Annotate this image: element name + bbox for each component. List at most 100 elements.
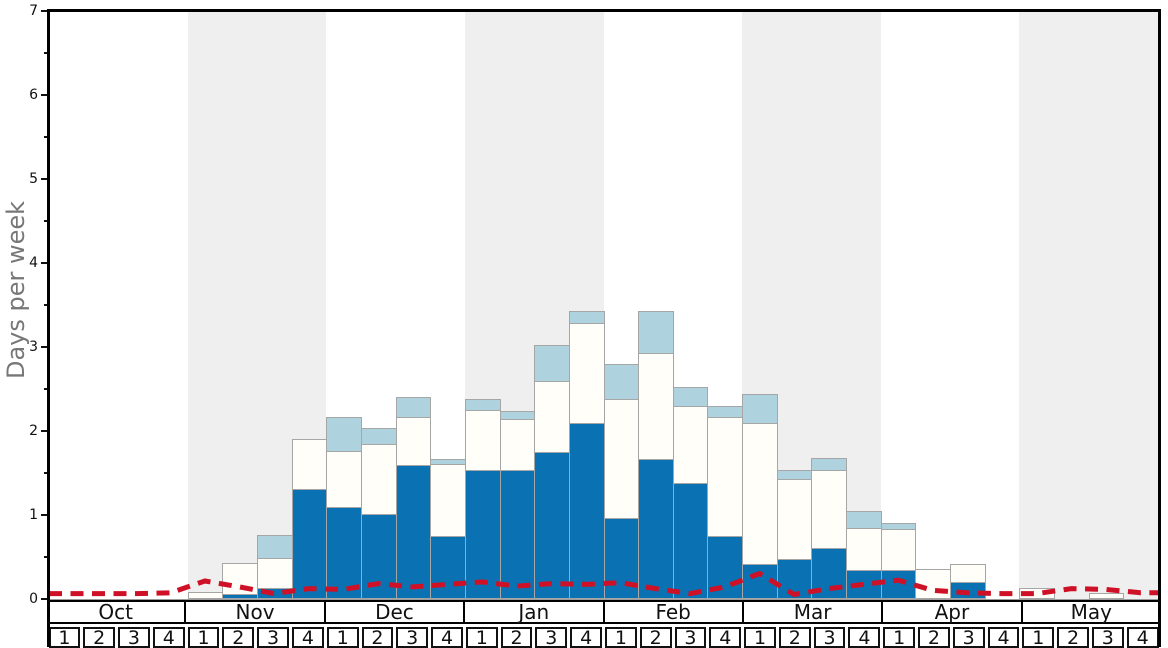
week-label-may-1: 1 — [1022, 627, 1055, 648]
week-slot: 2 — [82, 627, 117, 648]
week-slot: 4 — [569, 627, 604, 648]
week-slot: 4 — [847, 627, 882, 648]
week-slot: 4 — [151, 627, 186, 648]
week-label-may-4: 4 — [1126, 627, 1159, 648]
bar-segment-dark-blue — [395, 465, 432, 599]
week-slot: 3 — [395, 627, 430, 648]
week-slot: 1 — [47, 627, 82, 648]
month-axis-row: Oct Nov Dec Jan Feb Mar Apr May — [47, 600, 1160, 624]
week-label-apr-2: 2 — [918, 627, 950, 648]
bar-segment-dark-blue — [326, 507, 362, 599]
bar-segment-dark-blue — [672, 483, 709, 599]
y-major-tick — [41, 178, 49, 180]
month-label-dec: Dec — [323, 600, 463, 624]
week-label-dec-1: 1 — [326, 627, 359, 648]
week-slot: 3 — [812, 627, 847, 648]
week-slot: 3 — [951, 627, 986, 648]
y-minor-tick — [44, 220, 49, 222]
week-label-dec-4: 4 — [431, 627, 463, 648]
week-label-nov-3: 3 — [257, 627, 289, 648]
y-tick-label: 5 — [29, 171, 38, 187]
week-slot: 3 — [117, 627, 152, 648]
week-slot: 1 — [325, 627, 360, 648]
week-label-mar-2: 2 — [778, 627, 811, 648]
week-label-jan-4: 4 — [570, 627, 602, 648]
plot-frame-left — [47, 9, 50, 647]
y-major-tick — [41, 10, 49, 12]
week-slot: 4 — [986, 627, 1021, 648]
week-label-oct-1: 1 — [48, 627, 81, 648]
week-slot: 3 — [534, 627, 569, 648]
week-slot: 4 — [708, 627, 743, 648]
y-major-tick — [41, 94, 49, 96]
bar-segment-dark-blue — [534, 452, 570, 599]
week-label-oct-3: 3 — [118, 627, 150, 648]
plot-frame-right — [1158, 9, 1161, 647]
y-axis-title: Days per week — [2, 200, 30, 380]
week-label-jan-3: 3 — [535, 627, 568, 648]
month-label-may: May — [1020, 600, 1160, 624]
bar-segment-dark-blue — [430, 536, 466, 599]
week-label-apr-4: 4 — [987, 627, 1020, 648]
month-label-nov: Nov — [184, 600, 323, 624]
week-slot: 1 — [464, 627, 499, 648]
y-tick-label: 3 — [29, 339, 38, 355]
month-band-may — [1019, 11, 1158, 599]
y-minor-tick — [44, 52, 49, 54]
plot-area — [49, 11, 1158, 600]
week-label-mar-3: 3 — [813, 627, 846, 648]
y-tick-label: 4 — [29, 255, 38, 271]
week-slot: 2 — [638, 627, 673, 648]
y-minor-tick — [44, 388, 49, 390]
y-tick-label: 1 — [29, 507, 38, 523]
week-label-feb-4: 4 — [709, 627, 742, 648]
month-label-oct: Oct — [98, 600, 133, 624]
week-label-jan-2: 2 — [500, 627, 533, 648]
week-slot: 4 — [290, 627, 325, 648]
week-slot: 3 — [256, 627, 291, 648]
month-label-apr: Apr — [881, 600, 1020, 624]
y-major-tick — [41, 346, 49, 348]
plot-frame-top — [47, 9, 1161, 12]
week-slot: 2 — [499, 627, 534, 648]
week-label-may-3: 3 — [1091, 627, 1124, 648]
week-label-nov-2: 2 — [222, 627, 255, 648]
week-label-feb-1: 1 — [605, 627, 637, 648]
y-minor-tick — [44, 556, 49, 558]
week-label-oct-4: 4 — [152, 627, 185, 648]
week-label-apr-3: 3 — [952, 627, 985, 648]
week-slot: 4 — [430, 627, 465, 648]
y-major-tick — [41, 514, 49, 516]
week-slot: 2 — [221, 627, 256, 648]
week-slot: 2 — [360, 627, 395, 648]
y-tick-label: 0 — [29, 591, 38, 607]
red-line-layer — [49, 570, 1158, 598]
week-label-dec-2: 2 — [361, 627, 394, 648]
week-slot: 2 — [777, 627, 812, 648]
y-major-tick — [41, 430, 49, 432]
month-label-feb: Feb — [602, 600, 742, 624]
week-slot: 1 — [1021, 627, 1056, 648]
week-slot: 2 — [1056, 627, 1091, 648]
y-minor-tick — [44, 304, 49, 306]
week-slot: 4 — [1125, 627, 1160, 648]
y-major-tick — [41, 262, 49, 264]
x-axis-baseline — [49, 598, 1158, 600]
week-label-mar-4: 4 — [848, 627, 881, 648]
y-tick-label: 2 — [29, 423, 38, 439]
y-tick-label: 7 — [29, 3, 38, 19]
y-minor-tick — [44, 136, 49, 138]
y-major-tick — [41, 598, 49, 600]
week-label-nov-4: 4 — [291, 627, 324, 648]
week-label-dec-3: 3 — [396, 627, 429, 648]
week-slot: 1 — [882, 627, 917, 648]
week-slot: 1 — [604, 627, 639, 648]
week-slot: 1 — [743, 627, 778, 648]
week-label-may-2: 2 — [1057, 627, 1089, 648]
bar-segment-dark-blue — [464, 470, 501, 599]
week-slot: 1 — [186, 627, 221, 648]
y-minor-tick — [44, 472, 49, 474]
y-tick-label: 6 — [29, 87, 38, 103]
